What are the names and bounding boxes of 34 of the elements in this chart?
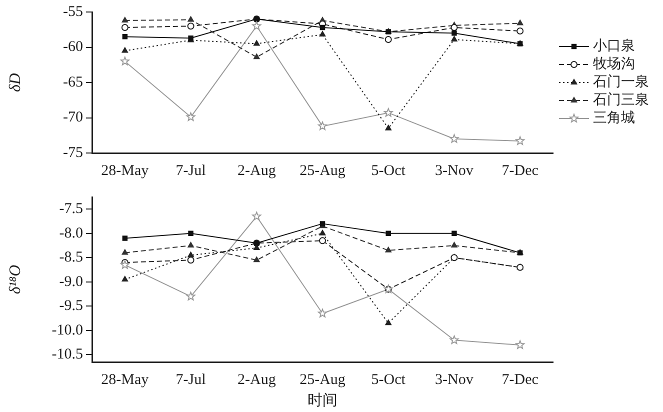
x-tick-label: 5-Oct <box>371 162 406 179</box>
legend-label: 小口泉 <box>593 38 635 54</box>
x-tick-label: 7-Jul <box>176 372 206 388</box>
y-tick-label: -8.0 <box>59 225 83 242</box>
x-tick-label: 25-Aug <box>300 162 346 179</box>
y-axis-title: δ¹⁸O <box>6 264 24 294</box>
x-tick-label: 25-Aug <box>300 372 346 388</box>
y-tick-label: -65 <box>63 74 83 90</box>
y-tick-label: -7.5 <box>59 201 83 218</box>
x-tick-label: 28-May <box>101 162 150 179</box>
x-tick-label: 2-Aug <box>237 372 276 388</box>
x-tick-label: 7-Dec <box>502 162 539 179</box>
x-tick-label: 3-Nov <box>435 372 474 388</box>
legend-label: 石门三泉 <box>593 92 649 108</box>
x-axis-title: 时间 <box>308 392 338 409</box>
y-tick-label: -9.5 <box>59 298 83 314</box>
y-tick-label: -8.5 <box>59 250 83 266</box>
y-tick-label: -70 <box>63 110 83 126</box>
x-tick-label: 7-Jul <box>176 162 206 179</box>
x-tick-label: 28-May <box>101 372 150 388</box>
y-tick-label: -60 <box>63 39 83 56</box>
y-tick-label: -75 <box>63 144 83 161</box>
legend-label: 三角城 <box>593 110 635 126</box>
x-tick-label: 7-Dec <box>502 372 539 388</box>
legend-label: 石门一泉 <box>593 74 649 90</box>
y-tick-label: -55 <box>63 4 83 20</box>
x-tick-label: 5-Oct <box>371 372 406 388</box>
x-tick-label: 3-Nov <box>435 162 474 179</box>
y-axis-title: δD <box>6 72 24 92</box>
y-tick-label: -9.0 <box>59 274 83 290</box>
legend-label: 牧场沟 <box>593 56 635 72</box>
y-tick-label: -10.0 <box>52 322 83 338</box>
x-tick-label: 2-Aug <box>237 162 276 179</box>
y-tick-label: -10.5 <box>52 346 83 363</box>
